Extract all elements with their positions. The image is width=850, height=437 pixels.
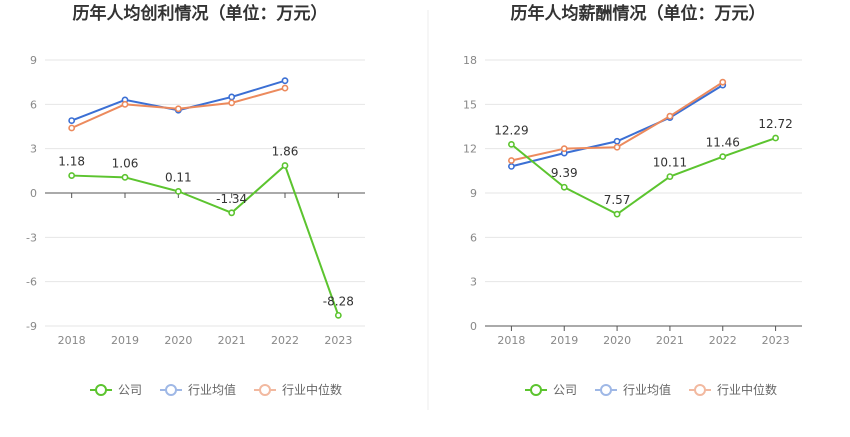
x-tick-label: 2022 (709, 334, 737, 347)
data-point-company (68, 172, 76, 179)
profit-per-capita-chart: 历年人均创利情况（单位：万元） -9 -6 -3 0 3 6 9 2018 2019 2020 202… (26, 3, 365, 397)
data-point-company (508, 140, 515, 148)
y-tick-label: 18 (463, 54, 477, 67)
data-point-industry_median (121, 100, 129, 108)
data-point-industry_avg (281, 77, 289, 85)
y-tick-label: 0 (30, 187, 37, 200)
legend-swatch-marker (694, 384, 706, 396)
legend-label: 行业中位数 (717, 382, 777, 397)
y-tick-label: 0 (470, 320, 477, 333)
y-tick-label: 3 (470, 276, 477, 289)
data-point-industry_median (613, 143, 621, 151)
x-tick-label: 2020 (164, 334, 192, 347)
x-tick-label: 2023 (762, 334, 790, 347)
data-label: 1.18 (58, 155, 85, 169)
legend-label: 公司 (553, 383, 577, 397)
data-point-industry_median (719, 78, 727, 86)
data-point-industry_median (560, 145, 568, 153)
x-tick-label: 2021 (656, 334, 684, 347)
x-tick-label: 2020 (603, 334, 631, 347)
series-line-company (510, 137, 776, 216)
x-tick-label: 2019 (550, 334, 578, 347)
data-point-company (334, 311, 342, 319)
data-point-company (228, 209, 236, 217)
y-tick-label: -9 (26, 320, 37, 333)
data-point-company (560, 183, 568, 191)
data-label: 0.11 (165, 170, 192, 184)
y-tick-label: 6 (30, 98, 37, 111)
x-tick-label: 2021 (218, 334, 246, 347)
data-label: 1.06 (112, 156, 139, 170)
data-point-company (121, 173, 129, 181)
y-tick-label: 3 (30, 143, 37, 156)
chart-title: 历年人均创利情况（单位：万元） (73, 3, 328, 24)
data-point-industry_median (508, 157, 515, 164)
y-tick-label: 15 (463, 98, 477, 111)
data-point-company (666, 173, 674, 180)
legend-swatch-marker (95, 384, 107, 396)
data-point-company (174, 187, 182, 195)
data-label: -8.28 (323, 294, 354, 308)
legend-label: 行业均值 (623, 382, 671, 397)
y-tick-label: -3 (26, 231, 37, 244)
y-tick-label: 6 (470, 231, 477, 244)
data-point-industry_avg (228, 93, 236, 101)
y-tick-label: -6 (26, 276, 37, 289)
data-point-company (772, 134, 779, 142)
y-tick-label: 12 (463, 143, 477, 156)
series-line-company (71, 164, 340, 316)
data-point-company (613, 210, 621, 218)
x-tick-label: 2023 (324, 334, 352, 347)
x-tick-label: 2022 (271, 334, 299, 347)
data-label: 9.39 (551, 166, 578, 180)
x-tick-label: 2018 (497, 334, 525, 347)
legend-label: 公司 (118, 383, 142, 397)
data-point-industry_median (281, 84, 289, 92)
data-label: 7.57 (604, 193, 631, 207)
data-label: 10.11 (653, 156, 687, 170)
data-point-industry_avg (613, 137, 621, 145)
salary-per-capita-chart: 历年人均薪酬情况（单位：万元） 0 3 6 9 12 15 18 2018 2019 2020 202… (463, 3, 802, 397)
data-point-industry_median (228, 99, 236, 107)
data-point-industry_median (666, 112, 674, 120)
data-point-industry_avg (68, 117, 76, 124)
legend-label: 行业均值 (188, 382, 236, 397)
y-tick-label: 9 (470, 187, 477, 200)
legend-label: 行业中位数 (282, 382, 342, 397)
x-tick-label: 2019 (111, 334, 139, 347)
chart-title: 历年人均薪酬情况（单位：万元） (511, 3, 766, 24)
data-label: 1.86 (272, 145, 299, 159)
data-label: 12.29 (494, 123, 528, 137)
data-point-industry_median (174, 105, 182, 113)
data-label: 12.72 (758, 117, 792, 131)
data-label: -1.34 (216, 192, 247, 206)
data-point-industry_median (68, 124, 76, 132)
data-point-industry_avg (508, 162, 515, 170)
data-point-company (281, 162, 289, 169)
legend-swatch-marker (165, 384, 177, 396)
legend-swatch-marker (600, 384, 612, 396)
data-point-company (719, 153, 727, 161)
y-tick-label: 9 (30, 54, 37, 67)
x-tick-label: 2018 (58, 334, 86, 347)
legend-swatch-marker (259, 384, 271, 396)
data-label: 11.46 (706, 136, 740, 150)
legend-swatch-marker (530, 384, 542, 396)
